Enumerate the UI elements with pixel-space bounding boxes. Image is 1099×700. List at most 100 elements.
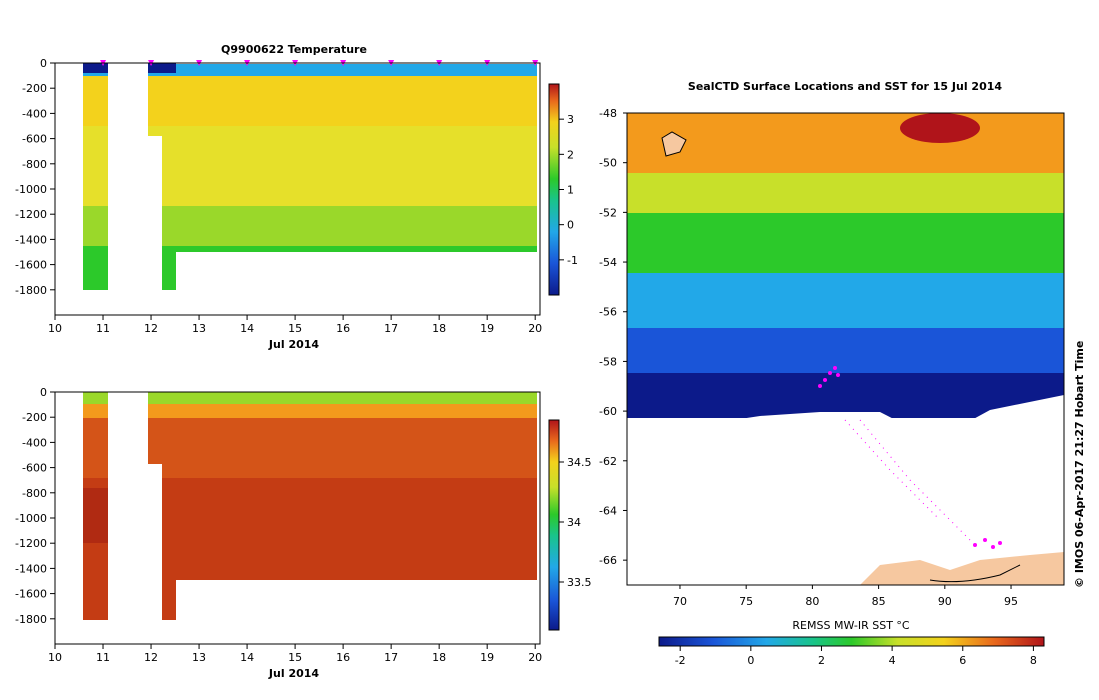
- colorbar-tick-label: 34.5: [567, 456, 592, 469]
- temp-no-data-1: [148, 136, 162, 316]
- lat-tick-label: -50: [599, 157, 617, 170]
- lat-tick-label: -58: [599, 355, 617, 368]
- salinity-section-plot: [55, 392, 540, 644]
- x-tick-label: 14: [240, 322, 254, 335]
- x-tick-label: 20: [528, 322, 542, 335]
- x-tick-label: 11: [96, 322, 110, 335]
- x-tick-label: 14: [240, 651, 254, 664]
- x-tick-label: 10: [48, 322, 62, 335]
- x-tick-label: 17: [384, 322, 398, 335]
- sal-no-data-2: [176, 580, 540, 644]
- lon-tick-label: 70: [673, 595, 687, 608]
- lat-tick-label: -56: [599, 306, 617, 319]
- sal-gap: [108, 392, 148, 642]
- salinity-colorbar-ticks: 34.5 34 33.5: [559, 456, 592, 589]
- y-tick-label: -200: [22, 411, 47, 424]
- antarctic-land: [860, 552, 1064, 585]
- sst-colorbar-tick-label: 2: [818, 654, 825, 667]
- y-tick-label: -1000: [15, 183, 47, 196]
- y-tick-label: -1600: [15, 588, 47, 601]
- sst-cold-band: [627, 328, 1064, 373]
- sst-colorbar: [658, 636, 1045, 647]
- sal-band-halocline: [83, 404, 537, 418]
- coastline: [929, 564, 1021, 583]
- x-tick-label: 13: [192, 322, 206, 335]
- temperature-colorbar: [548, 83, 560, 296]
- x-tick-label: 12: [144, 651, 158, 664]
- x-tick-label: 18: [432, 651, 446, 664]
- temperature-x-axis: 10 11 12 13 14 15 16 17 18 19 20: [48, 315, 542, 335]
- x-tick-label: 18: [432, 322, 446, 335]
- y-tick-label: -1200: [15, 537, 47, 550]
- sst-colorbar-tick-label: 4: [889, 654, 896, 667]
- salinity-colorbar: [548, 419, 560, 631]
- colorbar-tick-label: 34: [567, 516, 581, 529]
- x-tick-label: 17: [384, 651, 398, 664]
- x-tick-label: 11: [96, 651, 110, 664]
- sst-map: [627, 113, 1064, 585]
- x-tick-label: 19: [480, 651, 494, 664]
- map-frame: [626, 112, 1065, 586]
- lon-tick-label: 75: [739, 595, 753, 608]
- temp-gap: [108, 63, 148, 313]
- sst-mid-band: [627, 213, 1064, 273]
- salinity-y-axis: 0 -200 -400 -600 -800 -1000 -1200 -1400 -1600 -18…: [15, 386, 55, 626]
- temperature-colorbar-ticks: 3 2 1 0 -1: [559, 113, 578, 267]
- lon-tick-label: 85: [872, 595, 886, 608]
- lat-tick-label: -48: [599, 107, 617, 120]
- x-tick-label: 13: [192, 651, 206, 664]
- x-tick-label: 16: [336, 322, 350, 335]
- lat-tick-label: -64: [599, 504, 617, 517]
- sst-colorbar-tick-label: 0: [747, 654, 754, 667]
- map-longitude-axis: 70 75 80 85 90 95: [673, 585, 1018, 608]
- sal-no-data-1: [148, 464, 162, 644]
- colorbar-tick-label: 3: [567, 113, 574, 126]
- y-tick-label: -400: [22, 436, 47, 449]
- map-colorbar-label: REMSS MW-IR SST °C: [792, 619, 910, 632]
- x-tick-label: 19: [480, 322, 494, 335]
- x-tick-label: 10: [48, 651, 62, 664]
- seal-track-positions: [818, 366, 1002, 549]
- map-latitude-axis: -48 -50 -52 -54 -56 -58 -60 -62 -64 -66: [599, 107, 627, 567]
- lat-tick-label: -66: [599, 554, 617, 567]
- sst-hot-core: [900, 113, 980, 143]
- salinity-section-field: [83, 392, 540, 644]
- lon-tick-label: 90: [938, 595, 952, 608]
- x-tick-label: 15: [288, 322, 302, 335]
- y-tick-label: -1800: [15, 613, 47, 626]
- sea-ice-region: [627, 395, 1064, 585]
- x-tick-label: 16: [336, 651, 350, 664]
- x-tick-label: 20: [528, 651, 542, 664]
- temp-no-data-2: [176, 252, 540, 316]
- lat-tick-label: -60: [599, 405, 617, 418]
- temperature-title: Q9900622 Temperature: [221, 43, 367, 56]
- sst-colorbar-tick-label: 8: [1030, 654, 1037, 667]
- x-tick-label: 12: [144, 322, 158, 335]
- sst-cool-band: [627, 273, 1064, 328]
- sst-warm-band: [627, 173, 1064, 213]
- temperature-x-label: Jul 2014: [268, 338, 319, 351]
- temp-cold-surface-1: [83, 63, 108, 73]
- y-tick-label: -800: [22, 487, 47, 500]
- salinity-x-axis: 10 11 12 13 14 15 16 17 18 19 20: [48, 644, 542, 664]
- sst-colorbar-tick-label: -2: [675, 654, 686, 667]
- y-tick-label: -1200: [15, 208, 47, 221]
- y-tick-label: -1000: [15, 512, 47, 525]
- y-tick-label: -600: [22, 133, 47, 146]
- y-tick-label: -1400: [15, 562, 47, 575]
- temperature-y-axis: 0 -200 -400 -600 -800 -1000 -1200 -1400 -1600 -18…: [15, 57, 55, 297]
- colorbar-tick-label: 2: [567, 148, 574, 161]
- temperature-section-plot: [55, 60, 540, 316]
- salinity-x-label: Jul 2014: [268, 667, 319, 680]
- temp-cold-surface-2: [148, 63, 176, 73]
- temp-band-surface: [83, 64, 537, 76]
- y-tick-label: -400: [22, 107, 47, 120]
- map-title: SealCTD Surface Locations and SST for 15…: [688, 80, 1002, 93]
- y-tick-label: -1600: [15, 259, 47, 272]
- sst-colorbar-ticks: -2 0 2 4 6 8: [675, 646, 1037, 667]
- imos-credit: © IMOS 06-Apr-2017 21:27 Hobart Time: [1073, 341, 1086, 588]
- y-tick-label: 0: [40, 57, 47, 70]
- y-tick-label: -1400: [15, 233, 47, 246]
- lat-tick-label: -54: [599, 256, 617, 269]
